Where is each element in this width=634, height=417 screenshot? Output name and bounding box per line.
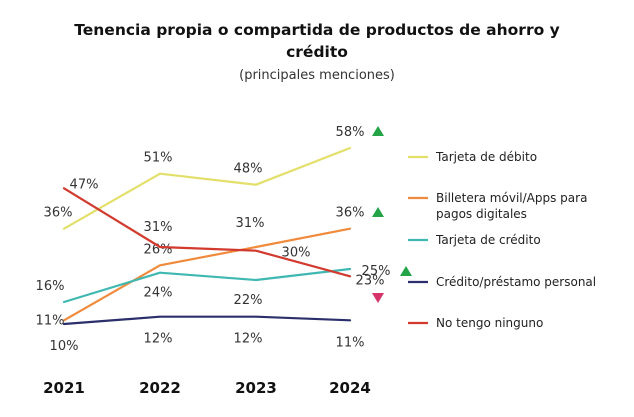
data-label: 30% bbox=[282, 246, 311, 261]
data-label: 58% bbox=[336, 125, 365, 140]
legend-label: Billetera móvil/Apps para bbox=[436, 191, 587, 205]
data-label: 31% bbox=[236, 216, 265, 231]
x-tick-label: 2024 bbox=[329, 379, 371, 397]
data-label: 11% bbox=[36, 313, 65, 328]
series-line bbox=[62, 187, 352, 278]
x-tick-label: 2023 bbox=[235, 379, 277, 397]
data-label: 12% bbox=[144, 332, 173, 347]
x-tick-label: 2021 bbox=[43, 379, 85, 397]
trend-up-icon bbox=[372, 126, 384, 136]
legend-label: Crédito/préstamo personal bbox=[436, 275, 596, 289]
legend-label: Tarjeta de débito bbox=[435, 150, 537, 164]
legend-label: pagos digitales bbox=[436, 207, 527, 221]
legend-label: No tengo ninguno bbox=[436, 316, 543, 330]
legend-label: Tarjeta de crédito bbox=[435, 233, 541, 247]
data-label: 36% bbox=[44, 206, 73, 221]
data-label: 25% bbox=[362, 264, 391, 279]
data-label: 11% bbox=[336, 335, 365, 350]
data-label: 36% bbox=[336, 206, 365, 221]
series-line bbox=[62, 315, 352, 326]
trend-down-icon bbox=[372, 293, 384, 303]
chart-title-line-2: crédito bbox=[286, 43, 348, 61]
trend-up-icon bbox=[400, 266, 412, 276]
data-label: 51% bbox=[144, 151, 173, 166]
trend-up-icon bbox=[372, 207, 384, 217]
chart-subtitle: (principales menciones) bbox=[239, 68, 395, 83]
data-label: 10% bbox=[50, 339, 79, 354]
series-line bbox=[62, 227, 352, 322]
series-line bbox=[62, 267, 352, 304]
data-label: 12% bbox=[234, 332, 263, 347]
chart-title-line-1: Tenencia propia o compartida de producto… bbox=[74, 21, 560, 39]
data-label: 24% bbox=[144, 286, 173, 301]
x-tick-label: 2022 bbox=[139, 379, 181, 397]
data-label: 26% bbox=[144, 242, 173, 257]
chart-title: Tenencia propia o compartida de producto… bbox=[0, 19, 634, 63]
data-label: 16% bbox=[36, 279, 65, 294]
data-label: 22% bbox=[234, 293, 263, 308]
series-line bbox=[62, 146, 352, 230]
data-label: 23% bbox=[356, 273, 385, 288]
data-label: 31% bbox=[144, 220, 173, 235]
data-label: 47% bbox=[70, 177, 99, 192]
data-label: 48% bbox=[234, 162, 263, 177]
